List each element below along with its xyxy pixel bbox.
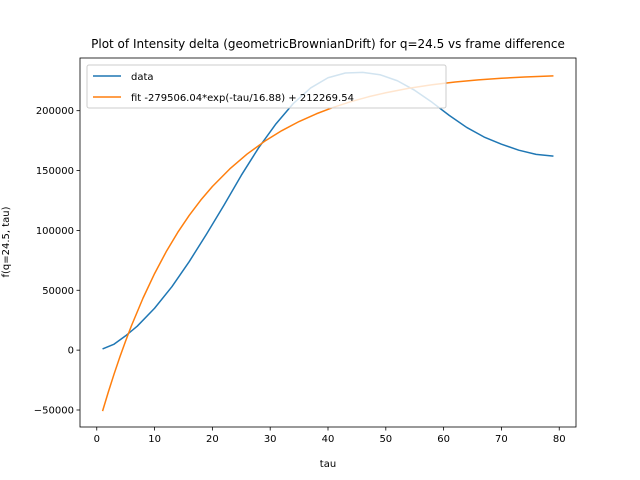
x-tick-label: 50 (379, 434, 392, 445)
legend: data fit -279506.04*exp(-tau/16.88) + 21… (86, 64, 447, 109)
x-tick-label: 80 (553, 434, 566, 445)
x-tick-label: 60 (437, 434, 450, 445)
legend-box (86, 64, 447, 109)
legend-label-fit: fit -279506.04*exp(-tau/16.88) + 212269.… (131, 93, 354, 104)
x-tick-label: 40 (322, 434, 335, 445)
y-tick-label: 0 (68, 346, 74, 357)
legend-label-data: data (131, 72, 154, 83)
y-axis-ticks: −50000 0 50000 100000 150000 200000 (34, 106, 80, 416)
x-axis-ticks: 0 10 20 30 40 50 60 70 80 (94, 427, 566, 445)
y-tick-label: 50000 (42, 286, 74, 297)
x-axis-label: tau (320, 459, 336, 470)
chart-title: Plot of Intensity delta (geometricBrowni… (91, 37, 565, 51)
x-tick-label: 0 (94, 434, 100, 445)
y-tick-label: −50000 (34, 405, 74, 416)
x-tick-label: 10 (148, 434, 161, 445)
y-tick-label: 100000 (36, 226, 74, 237)
plot-area (80, 58, 576, 427)
y-axis-label: f(q=24.5, tau) (1, 206, 12, 277)
x-tick-label: 70 (495, 434, 508, 445)
x-tick-label: 30 (264, 434, 277, 445)
y-tick-label: 150000 (36, 166, 74, 177)
y-tick-label: 200000 (36, 106, 74, 117)
x-tick-label: 20 (206, 434, 219, 445)
